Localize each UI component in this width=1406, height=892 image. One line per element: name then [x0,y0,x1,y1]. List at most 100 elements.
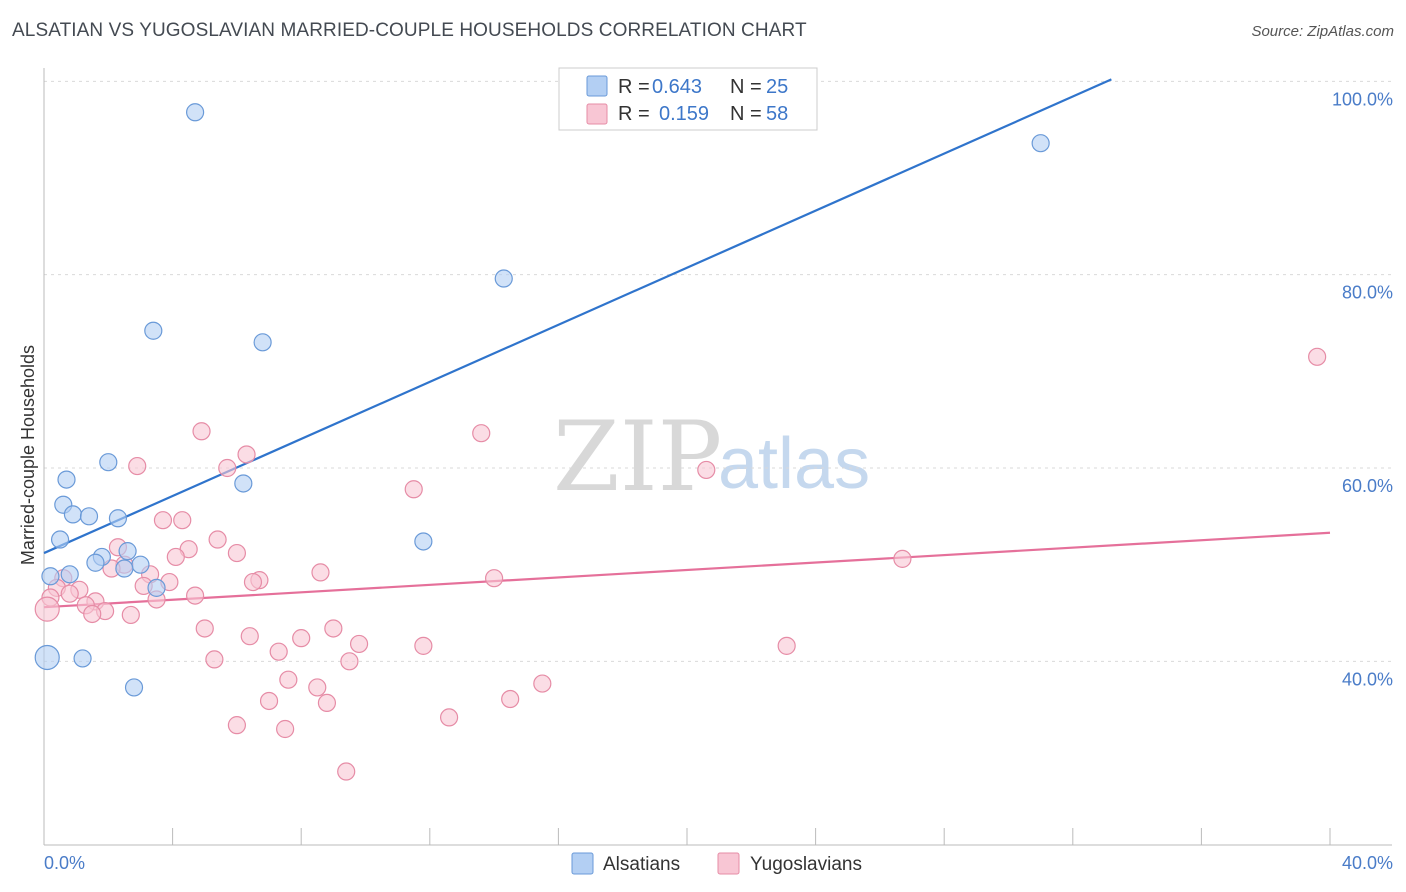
point-yugoslavians [485,569,504,588]
point-yugoslavians [128,456,147,476]
point-alsatians [115,559,134,578]
y-tick-label: 80.0% [1342,283,1393,303]
point-yugoslavians [472,424,491,443]
point-yugoslavians [404,480,423,499]
point-alsatians [414,532,433,551]
point-alsatians [147,578,166,597]
point-yugoslavians [227,543,246,563]
point-yugoslavians [227,716,246,735]
point-yugoslavians [83,604,102,624]
point-yugoslavians [340,652,359,671]
point-alsatians [73,649,92,668]
axes [43,68,1392,846]
point-yugoslavians [276,719,295,739]
point-alsatians [50,530,70,549]
y-tick-label: 40.0% [1342,669,1393,689]
watermark: ZIP atlas [553,401,870,513]
point-yugoslavians [121,605,140,625]
point-yugoslavians [237,445,256,464]
x-tick-labels: 0.0% 40.0% [44,853,1393,873]
bottom-legend-swatch-alsatians [571,852,594,875]
point-alsatians [144,321,163,340]
legend-n-value: 25 [766,76,788,98]
point-alsatians [186,103,205,122]
point-yugoslavians [60,584,79,603]
point-alsatians [131,555,150,574]
y-tick-label: 100.0% [1332,89,1393,109]
legend-n-label: N = [730,103,762,125]
point-yugoslavians [697,460,716,480]
point-alsatians [57,470,76,489]
point-alsatians [494,269,513,288]
legend: R = 0.643 N = 25 R = 0.159 N = 58 [558,67,818,131]
point-yugoslavians [893,549,912,568]
point-yugoslavians [777,636,796,655]
y-tick-label: 60.0% [1342,476,1393,496]
source-label: Source: ZipAtlas.com [1251,23,1394,40]
legend-r-label: R = [618,76,650,98]
x-tick-label: 0.0% [44,853,85,873]
point-yugoslavians [292,629,311,648]
point-alsatians [108,509,128,528]
point-alsatians [86,553,105,572]
point-yugoslavians [243,572,263,592]
point-yugoslavians [324,619,343,638]
point-yugoslavians [192,422,211,441]
trend-lines [43,78,1331,609]
point-alsatians [1031,134,1050,153]
point-yugoslavians [311,563,330,582]
bottom-legend-alsatians: Alsatians [603,854,680,875]
point-yugoslavians [337,762,356,781]
x-tick-label: 40.0% [1342,853,1393,873]
point-yugoslavians [195,619,214,638]
trend-line-yugoslavians [43,531,1331,609]
point-yugoslavians [414,636,433,655]
point-yugoslavians [533,674,552,693]
legend-r-value: 0.643 [652,76,702,98]
point-yugoslavians [308,678,327,697]
chart-title: ALSATIAN VS YUGOSLAVIAN MARRIED-COUPLE H… [12,20,807,41]
point-yugoslavians [153,511,173,530]
bottom-legend-yugoslavians: Yugoslavians [750,854,862,875]
point-alsatians [34,644,60,671]
y-axis-label: Married-couple Households [18,345,38,565]
point-yugoslavians [501,689,520,709]
legend-n-label: N = [730,76,762,98]
gridlines [44,80,1392,662]
point-yugoslavians [240,627,259,646]
point-alsatians [63,505,83,524]
legend-swatch-alsatians [586,75,608,97]
point-yugoslavians [34,596,60,622]
point-yugoslavians [186,586,205,605]
point-alsatians [60,565,79,584]
point-yugoslavians [166,547,185,567]
point-yugoslavians [279,670,298,689]
legend-swatch-yugoslavians [586,103,608,125]
watermark-zip: ZIP [553,401,722,513]
point-yugoslavians [317,693,337,713]
y-tick-labels: 40.0% 60.0% 80.0% 100.0% [1332,89,1393,689]
point-yugoslavians [439,708,459,727]
data-points [34,103,1327,781]
point-alsatians [99,453,118,472]
bottom-legend: Alsatians Yugoslavians [571,852,862,875]
point-yugoslavians [208,530,227,549]
point-yugoslavians [205,650,224,669]
point-yugoslavians [259,691,279,711]
point-alsatians [234,474,253,493]
legend-r-label: R = [618,103,650,125]
point-alsatians [118,542,137,561]
watermark-atlas: atlas [718,424,870,504]
point-alsatians [79,507,99,526]
point-alsatians [41,567,60,586]
point-alsatians [124,678,144,697]
point-alsatians [253,333,272,352]
point-yugoslavians [1308,347,1327,366]
point-yugoslavians [269,642,288,661]
legend-r-value: 0.159 [659,103,709,125]
point-yugoslavians [173,511,192,530]
point-yugoslavians [218,458,237,478]
point-yugoslavians [349,634,369,654]
legend-n-value: 58 [766,103,788,125]
